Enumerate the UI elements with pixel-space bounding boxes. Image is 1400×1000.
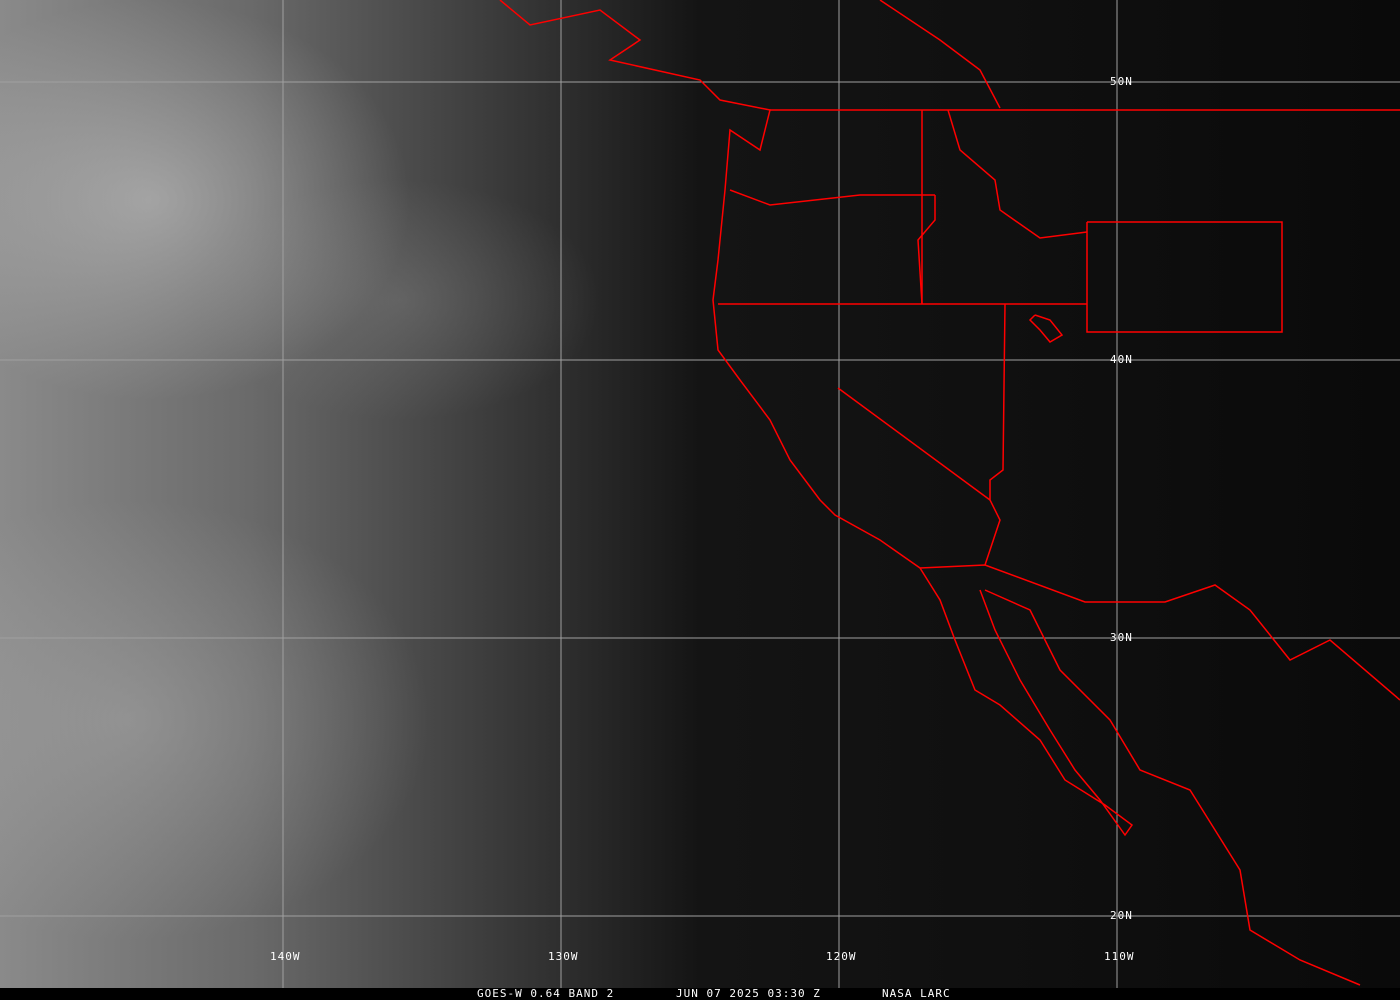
caption-product: GOES-W 0.64 BAND 2 (477, 987, 615, 1000)
coastline-pacific (499, 0, 921, 569)
coastline-mexico-mainland (984, 589, 1361, 986)
lon-label-110w: 110W (1104, 950, 1135, 963)
lat-label-20n: 20N (1110, 909, 1133, 922)
border-mexico-us (919, 564, 1400, 701)
caption-source: NASA LARC (882, 987, 951, 1000)
border-nv (984, 303, 1006, 566)
border-ut-az (1086, 221, 1283, 333)
border-wa-or (729, 189, 935, 206)
lon-label-120w: 120W (826, 950, 857, 963)
lat-label-50n: 50N (1110, 75, 1133, 88)
border-id-west (917, 109, 1088, 305)
lon-label-130w: 130W (548, 950, 579, 963)
lat-label-40n: 40N (1110, 353, 1133, 366)
image-caption: GOES-W 0.64 BAND 2 JUN 07 2025 03:30 Z N… (0, 988, 1400, 1000)
lat-label-30n: 30N (1110, 631, 1133, 644)
caption-datetime: JUN 07 2025 03:30 Z (676, 987, 821, 1000)
political-borders (499, 0, 1400, 986)
great-salt-lake (1028, 314, 1064, 343)
border-ca-nv (837, 387, 991, 501)
lon-label-140w: 140W (270, 950, 301, 963)
coastline-baja-outer (919, 567, 1134, 837)
coastline-bc (879, 0, 1001, 109)
